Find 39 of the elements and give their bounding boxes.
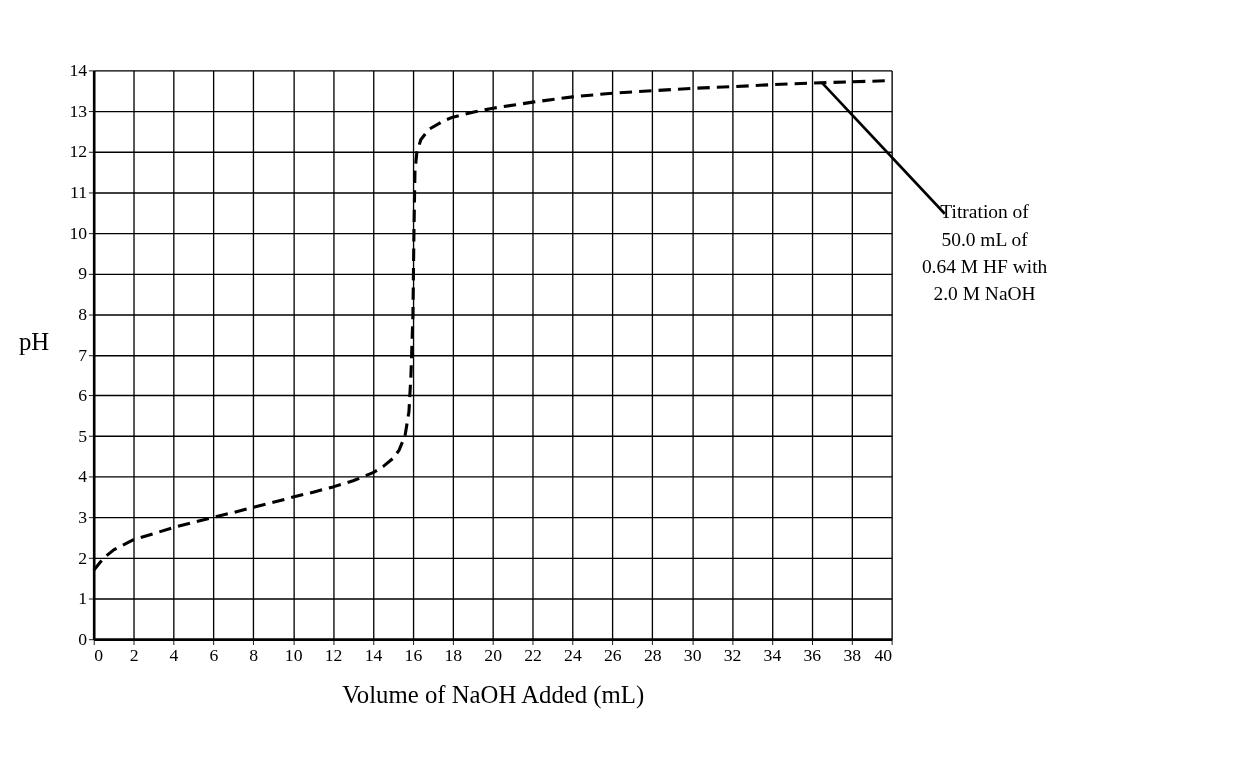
y-tick-label: 3: [78, 507, 88, 528]
y-tick-label: 13: [69, 100, 88, 121]
y-tick-label: 11: [70, 182, 88, 203]
x-axis-title: Volume of NaOH Added (mL): [342, 681, 645, 710]
y-tick-label: 6: [78, 385, 88, 406]
y-tick-label: 1: [78, 588, 88, 609]
x-tick-label: 14: [364, 644, 383, 665]
x-tick-label: 26: [604, 644, 622, 665]
x-tick-label: 12: [324, 644, 343, 665]
y-tick-label: 8: [78, 303, 88, 324]
x-tick-label: 2: [129, 644, 139, 665]
x-tick-label: 34: [763, 644, 782, 665]
y-tick-label: 0: [78, 629, 88, 649]
y-tick-label: 2: [78, 547, 88, 568]
y-tick-label: 5: [78, 425, 88, 446]
x-tick-label: 20: [484, 644, 503, 665]
x-tick-label: 4: [169, 644, 179, 665]
x-tick-label: 10: [284, 644, 303, 665]
x-tick-label: 18: [444, 644, 463, 665]
y-axis-title: pH: [18, 327, 50, 355]
y-tick-label: 4: [78, 466, 88, 487]
x-tick-label: 32: [723, 644, 742, 665]
x-tick-label: 8: [249, 644, 259, 665]
x-tick-label: 36: [803, 644, 822, 665]
y-tick-label: 7: [78, 344, 88, 365]
x-tick-label: 6: [209, 644, 219, 665]
x-tick-label: 24: [564, 644, 582, 665]
y-tick-label: 12: [69, 141, 88, 162]
x-tick-label: 28: [643, 644, 662, 665]
x-tick-label: 40: [874, 644, 893, 665]
x-tick-label: 22: [524, 644, 542, 665]
x-tick-label: 38: [843, 644, 862, 665]
y-tick-label: 9: [78, 263, 88, 284]
annotation: Titration of 50.0 mL of 0.64 M HF with 2.0 M NaOH: [921, 201, 1048, 305]
x-tick-label: 30: [683, 644, 702, 665]
y-tick-label: 10: [69, 222, 88, 243]
y-tick-label: 14: [69, 60, 88, 81]
x-tick-label: 0: [94, 644, 104, 665]
x-tick-label: 16: [404, 644, 423, 665]
